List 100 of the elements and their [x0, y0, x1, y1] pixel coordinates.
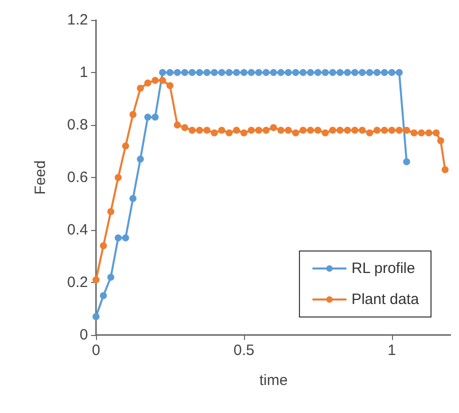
y-tick-label: 1.2	[67, 12, 88, 28]
legend-label: RL profile	[351, 260, 416, 277]
point	[144, 80, 152, 86]
point	[152, 114, 159, 121]
point	[403, 158, 410, 166]
point	[300, 69, 307, 76]
point	[226, 69, 233, 76]
point	[380, 126, 388, 134]
point	[203, 126, 210, 134]
point	[196, 126, 204, 134]
point	[270, 69, 277, 76]
legend-label: Plant data	[351, 291, 420, 308]
point	[374, 69, 381, 76]
point	[358, 126, 366, 134]
point	[380, 69, 388, 76]
point	[306, 126, 314, 134]
point	[292, 69, 300, 76]
point	[396, 69, 403, 76]
point	[437, 137, 444, 144]
point	[277, 126, 284, 134]
point	[306, 69, 314, 76]
point	[136, 156, 144, 163]
point	[336, 69, 344, 76]
point	[329, 126, 336, 134]
point	[159, 69, 166, 76]
point	[284, 126, 292, 134]
y-tick-label: 1	[80, 64, 88, 81]
point	[277, 69, 284, 76]
y-tick-label: 0.4	[67, 222, 88, 238]
point	[100, 292, 107, 300]
point	[344, 69, 351, 76]
point	[129, 111, 136, 118]
y-tick-label: 0	[80, 326, 88, 344]
point	[203, 69, 210, 76]
point	[181, 124, 188, 132]
y-tick-label: 0.6	[67, 169, 88, 186]
point	[196, 69, 204, 76]
point	[322, 129, 329, 136]
point	[100, 242, 107, 250]
point	[159, 76, 166, 84]
point	[240, 129, 248, 136]
point	[432, 129, 440, 136]
point	[314, 69, 322, 76]
point	[351, 126, 358, 134]
point	[403, 126, 410, 134]
point	[218, 126, 226, 134]
point	[122, 234, 130, 242]
point	[144, 114, 152, 121]
point	[122, 142, 130, 150]
point	[92, 276, 100, 284]
point	[218, 69, 226, 76]
point	[262, 126, 270, 134]
x-axis-title: time	[259, 372, 288, 389]
point	[107, 208, 114, 216]
point	[329, 69, 336, 76]
x-tick-label: 0	[92, 342, 100, 359]
point	[166, 69, 174, 76]
point	[255, 69, 262, 76]
y-tick-label: 0.2	[67, 274, 88, 291]
point	[358, 69, 366, 76]
point	[300, 126, 307, 134]
point	[188, 69, 196, 76]
point	[425, 129, 432, 136]
point	[366, 69, 374, 76]
point	[284, 69, 292, 76]
point	[248, 69, 255, 76]
point	[248, 126, 255, 134]
point	[210, 129, 218, 136]
point	[188, 126, 196, 134]
point	[174, 122, 181, 128]
point	[344, 126, 351, 134]
point	[181, 69, 188, 76]
point	[107, 274, 114, 281]
point	[442, 166, 449, 174]
point	[226, 129, 233, 136]
point	[366, 129, 374, 136]
x-tick-label: 0.5	[233, 342, 254, 359]
point	[322, 69, 329, 76]
point	[388, 69, 396, 76]
point	[396, 126, 403, 134]
point	[418, 129, 425, 136]
point	[210, 69, 218, 76]
point	[136, 84, 144, 92]
point	[410, 129, 418, 136]
point	[336, 126, 344, 134]
point	[262, 69, 270, 76]
point	[92, 313, 100, 320]
point	[292, 129, 300, 136]
x-tick-label: 1	[388, 342, 396, 359]
point	[233, 126, 240, 134]
point	[255, 126, 262, 134]
point	[314, 126, 322, 134]
point	[114, 234, 122, 242]
point	[129, 195, 136, 202]
point	[114, 174, 122, 181]
y-tick-label: 0.8	[67, 116, 88, 134]
point	[152, 76, 159, 84]
point	[240, 69, 248, 76]
point	[166, 82, 174, 90]
y-axis-title: Feed	[32, 160, 49, 195]
